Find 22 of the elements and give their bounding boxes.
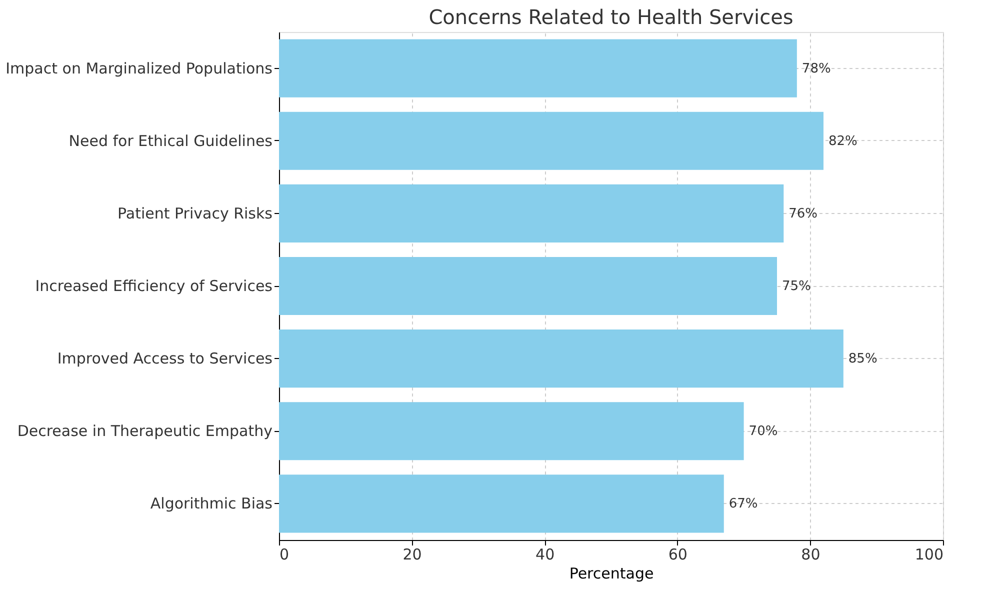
y-tick-label: Patient Privacy Risks [118,204,273,222]
chart-title: Concerns Related to Health Services [428,5,794,29]
y-tick-label: Need for Ethical Guidelines [68,132,273,150]
x-tick-label: 80 [801,546,820,564]
y-tick-label: Impact on Marginalized Populations [6,59,273,78]
y-tick-label: Algorithmic Bias [150,494,273,513]
x-tick-label: 0 [280,546,290,564]
x-tick-label: 40 [536,546,555,564]
data-label: 76% [788,206,818,222]
x-axis-title: Percentage [569,564,654,582]
data-label: 70% [748,424,778,440]
data-label: 78% [802,61,831,76]
data-label: 67% [728,496,758,512]
x-tick-label: 100 [914,546,944,564]
y-tick-label: Increased Efficiency of Services [35,277,273,295]
data-label: 82% [828,134,858,149]
y-tick-label: Improved Access to Services [57,350,273,368]
data-label: 75% [782,279,811,294]
x-tick-label: 20 [402,546,422,564]
x-tick-label: 60 [668,546,688,564]
y-tick-label: Decrease in Therapeutic Empathy [17,422,273,440]
data-label: 85% [848,352,878,367]
